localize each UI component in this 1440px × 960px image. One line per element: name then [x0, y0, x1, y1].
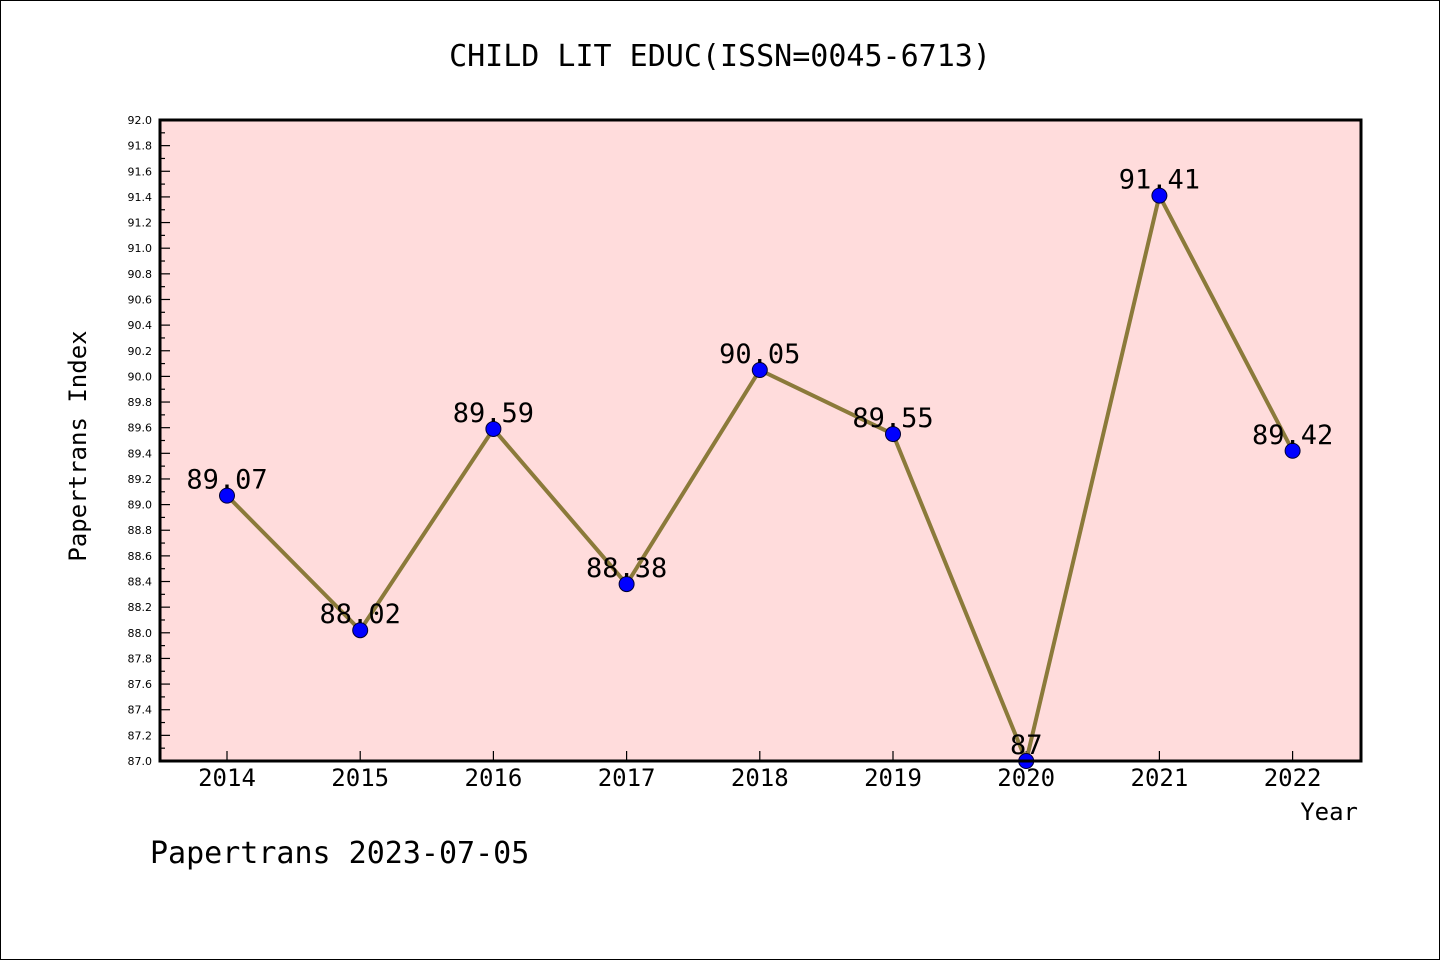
footer-text: Papertrans 2023-07-05	[150, 836, 529, 871]
x-tick-label: 2018	[731, 764, 789, 792]
y-tick-label: 87.0	[128, 755, 153, 768]
data-point	[219, 487, 235, 504]
y-tick-label: 87.4	[128, 704, 153, 717]
y-tick-label: 89.4	[128, 447, 153, 460]
y-tick-label: 90.8	[128, 268, 153, 281]
y-tick-label: 87.6	[128, 678, 153, 691]
data-label: 89.42	[1252, 420, 1333, 451]
y-tick-label: 91.4	[128, 191, 153, 204]
data-label: 90.05	[719, 339, 800, 370]
y-tick-label: 91.8	[128, 140, 153, 153]
x-tick-label: 2015	[331, 764, 389, 792]
plot-area	[160, 120, 1361, 761]
y-tick-label: 92.0	[128, 114, 153, 127]
data-label: 89.55	[852, 403, 933, 434]
data-labels: 89.07 88.02 89.59 88.38 90.05 89.55 87 91.41 89.…	[186, 165, 1333, 761]
y-tick-label: 87.2	[128, 729, 153, 742]
y-tick-label: 88.6	[128, 550, 153, 563]
data-label: 87	[1010, 730, 1043, 761]
y-tick-label: 90.0	[128, 370, 153, 383]
y-tick-label: 88.0	[128, 627, 153, 640]
y-tick-label: 89.6	[128, 422, 153, 435]
data-point	[352, 622, 369, 639]
x-tick-label: 2022	[1264, 764, 1322, 792]
x-axis-label: Year	[1300, 798, 1358, 826]
y-tick-label: 91.2	[128, 217, 153, 230]
y-axis-label: Papertrans Index	[64, 330, 92, 561]
y-axis-ticks: 87.0 87.2 87.4 87.6 87.8 88.0 88.2 88.4 88.6 88.8…	[128, 114, 170, 768]
data-point	[618, 576, 635, 593]
y-tick-label: 91.0	[128, 242, 153, 255]
data-points	[219, 187, 1301, 769]
y-tick-label: 88.4	[128, 576, 153, 589]
x-tick-label: 2019	[864, 764, 922, 792]
data-point	[1284, 442, 1301, 459]
data-point	[1151, 187, 1168, 204]
y-tick-label: 88.2	[128, 601, 153, 614]
x-tick-label: 2017	[598, 764, 656, 792]
data-label: 88.38	[586, 553, 667, 584]
data-point	[485, 420, 502, 437]
y-tick-label: 89.2	[128, 473, 153, 486]
y-tick-label: 89.8	[128, 396, 153, 409]
data-point	[751, 361, 768, 378]
y-tick-label: 88.8	[128, 524, 153, 537]
data-point	[885, 426, 901, 443]
y-tick-label: 90.6	[128, 293, 153, 306]
data-label: 89.07	[186, 465, 267, 496]
y-tick-label: 90.2	[128, 345, 153, 358]
y-tick-label: 91.6	[128, 165, 153, 178]
x-tick-label: 2014	[198, 764, 256, 792]
chart-title: CHILD LIT EDUC(ISSN=0045-6713)	[449, 39, 991, 74]
data-label: 88.02	[320, 599, 401, 630]
y-tick-label: 90.4	[128, 319, 153, 332]
data-label: 89.59	[453, 398, 534, 429]
plot-border	[158, 118, 1363, 763]
y-tick-label: 87.8	[128, 652, 153, 665]
x-tick-label: 2021	[1131, 764, 1189, 792]
data-label: 91.41	[1119, 165, 1200, 196]
y-tick-label: 89.0	[128, 499, 153, 512]
x-tick-label: 2016	[465, 764, 523, 792]
